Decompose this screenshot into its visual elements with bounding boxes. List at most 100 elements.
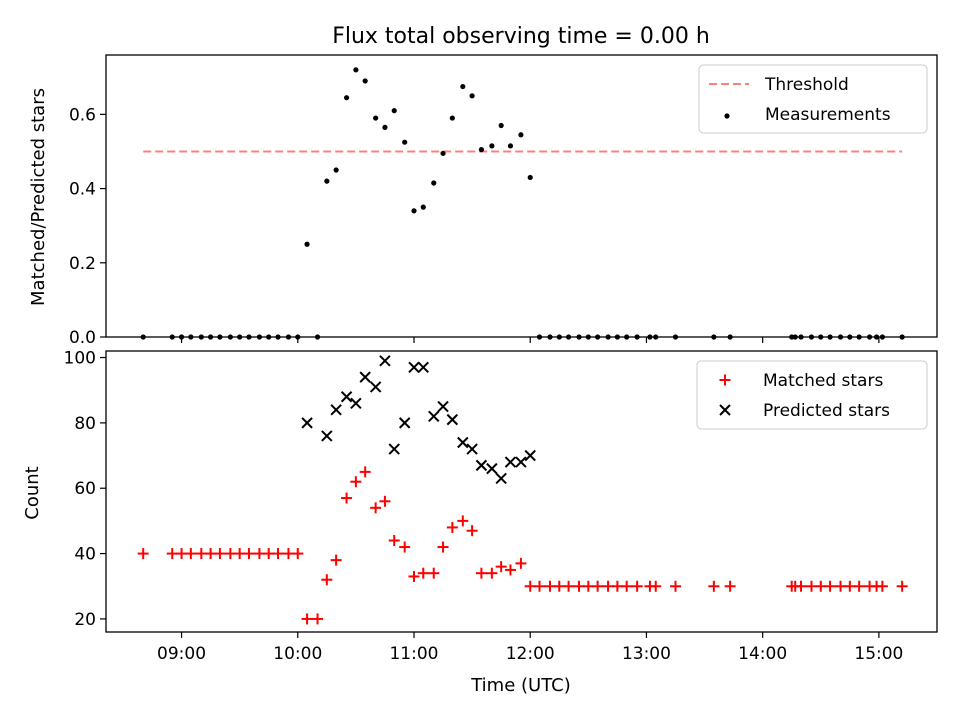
data-point [272,548,284,560]
bottom-series-matched-stars [137,466,908,625]
data-point [321,574,333,586]
data-point [431,180,437,186]
data-point [544,580,556,592]
data-point [805,580,817,592]
x-axis-label: Time (UTC) [470,675,571,696]
data-point [408,570,420,582]
data-point [253,548,265,560]
marker-stroke [350,397,362,409]
data-point [495,561,507,573]
y-tick-label: 100 [64,349,96,369]
legend-label: Predicted stars [763,401,890,421]
data-point [853,580,865,592]
marker-stroke [408,361,420,374]
y-tick-label: 40 [74,545,96,565]
data-point [563,580,575,592]
data-point [350,397,362,409]
marker-stroke [457,436,469,449]
data-point [263,548,275,560]
y-tick-label: 0.2 [69,254,96,274]
marker-stroke [301,417,313,429]
data-point [650,580,662,592]
legend-box [698,64,928,134]
data-point [304,241,310,247]
data-point [292,548,304,560]
marker-stroke [719,404,731,416]
data-point [330,554,342,566]
marker-stroke [398,417,411,429]
x-tick-label: 12:00 [506,644,555,664]
data-point [379,355,391,367]
data-point [353,67,359,73]
marker-stroke [515,456,527,468]
marker-stroke [369,381,382,393]
data-point [475,459,488,472]
x-tick-label: 09:00 [157,644,206,664]
data-point [446,521,458,533]
data-point [896,580,908,592]
data-point [388,443,400,455]
data-point [457,515,469,527]
data-point [408,361,420,374]
data-point [507,143,514,149]
data-point [466,525,478,537]
data-point [498,122,504,129]
data-point [402,139,408,145]
marker-stroke [466,443,478,455]
data-point [440,150,446,156]
data-point [486,462,498,475]
marker-stroke [321,430,333,442]
y-tick-label: 60 [74,479,96,499]
data-point [478,147,485,153]
y-tick-label: 80 [74,414,96,434]
data-point [324,178,330,184]
data-point [515,557,527,569]
data-point [301,417,313,429]
data-point [621,580,633,592]
x-tick-label: 11:00 [389,644,438,664]
legend-label: Threshold [764,75,849,95]
top-plot-area: 0.0 0.2 0.4 0.6 Threshold Measurements [69,54,938,348]
data-point [524,580,536,592]
bottom-legend: Matched stars Predicted stars [696,360,928,430]
data-point [417,567,429,579]
y-tick-label: 0.4 [69,180,96,200]
y-tick-label: 0.0 [69,328,96,348]
data-point [411,208,417,214]
data-point [224,548,236,560]
data-point [417,361,429,374]
data-point [382,124,388,130]
data-point [631,580,643,592]
data-point [437,400,449,413]
marker-stroke [495,472,507,485]
bottom-series-predicted-stars [301,355,536,485]
data-point [611,580,623,592]
data-point [282,548,294,560]
marker-stroke [388,443,400,455]
data-point [370,502,382,514]
data-point [185,548,197,560]
data-point [457,436,469,449]
data-point [724,580,736,592]
data-point [379,495,391,507]
data-point [166,548,178,560]
data-point [137,548,149,560]
data-point [214,548,226,560]
data-point [333,167,339,173]
data-point [341,492,353,504]
data-point [795,580,807,592]
data-point [518,132,524,138]
marker-stroke [475,459,488,472]
data-point [359,371,371,383]
data-point [602,580,614,592]
data-point [495,472,507,485]
data-point [475,567,487,579]
data-point [449,115,455,121]
top-axes-frame [105,54,938,338]
data-point [243,548,255,560]
data-point [469,93,475,99]
marker-stroke [417,361,429,374]
bottom-plot-area: 20 40 60 80 100 09:00 10:00 11:00 12:00 13:00 14:0… [64,349,938,664]
data-point [343,95,350,101]
data-point [844,580,856,592]
